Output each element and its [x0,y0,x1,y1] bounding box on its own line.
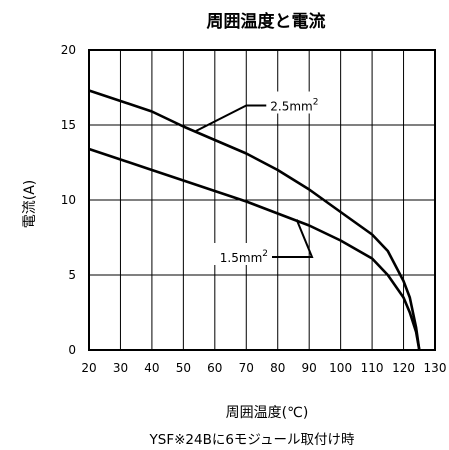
y-tick-label: 15 [61,118,76,132]
x-tick-label: 60 [207,361,222,375]
y-tick-label: 0 [68,343,76,357]
x-tick-label: 70 [239,361,254,375]
series-label: 1.5mm2 [220,249,268,265]
x-tick-label: 100 [329,361,352,375]
annotation-leader-line [195,104,267,132]
annotation-label-bg [267,91,330,114]
footnote: YSF※24Bに6モジュール取付け時 [149,432,355,448]
x-tick-label: 40 [144,361,159,375]
grid [88,49,436,351]
x-tick-label: 20 [81,361,96,375]
y-axis-label: 電流(A) [22,180,38,229]
plot-frame [88,49,436,351]
annotation-label-bg [206,243,268,265]
y-tick-label: 20 [61,43,76,57]
x-tick-label: 120 [392,361,415,375]
series-label: 2.5mm2 [270,98,318,114]
x-tick-label: 90 [302,361,317,375]
x-tick-label: 30 [113,361,128,375]
x-tick-label: 80 [270,361,285,375]
x-axis-label: 周囲温度(℃) [226,405,309,421]
x-tick-label: 130 [424,361,447,375]
y-tick-label: 5 [68,268,76,282]
y-tick-label: 10 [61,193,76,207]
x-tick-label: 50 [176,361,191,375]
series-lines [88,89,421,351]
series-line-1-5mm2 [88,147,421,351]
annotations: 2.5mm2 1.5mm2 [195,91,330,265]
series-line-2-5mm2 [88,89,421,351]
chart-title: 周囲温度と電流 [207,11,326,32]
x-tick-labels: 20 30 40 50 60 70 80 90 100 110 120 130 [81,361,446,375]
y-tick-labels: 0 5 10 15 20 [61,43,76,357]
annotation-leader-line [272,219,314,258]
x-tick-label: 110 [361,361,384,375]
